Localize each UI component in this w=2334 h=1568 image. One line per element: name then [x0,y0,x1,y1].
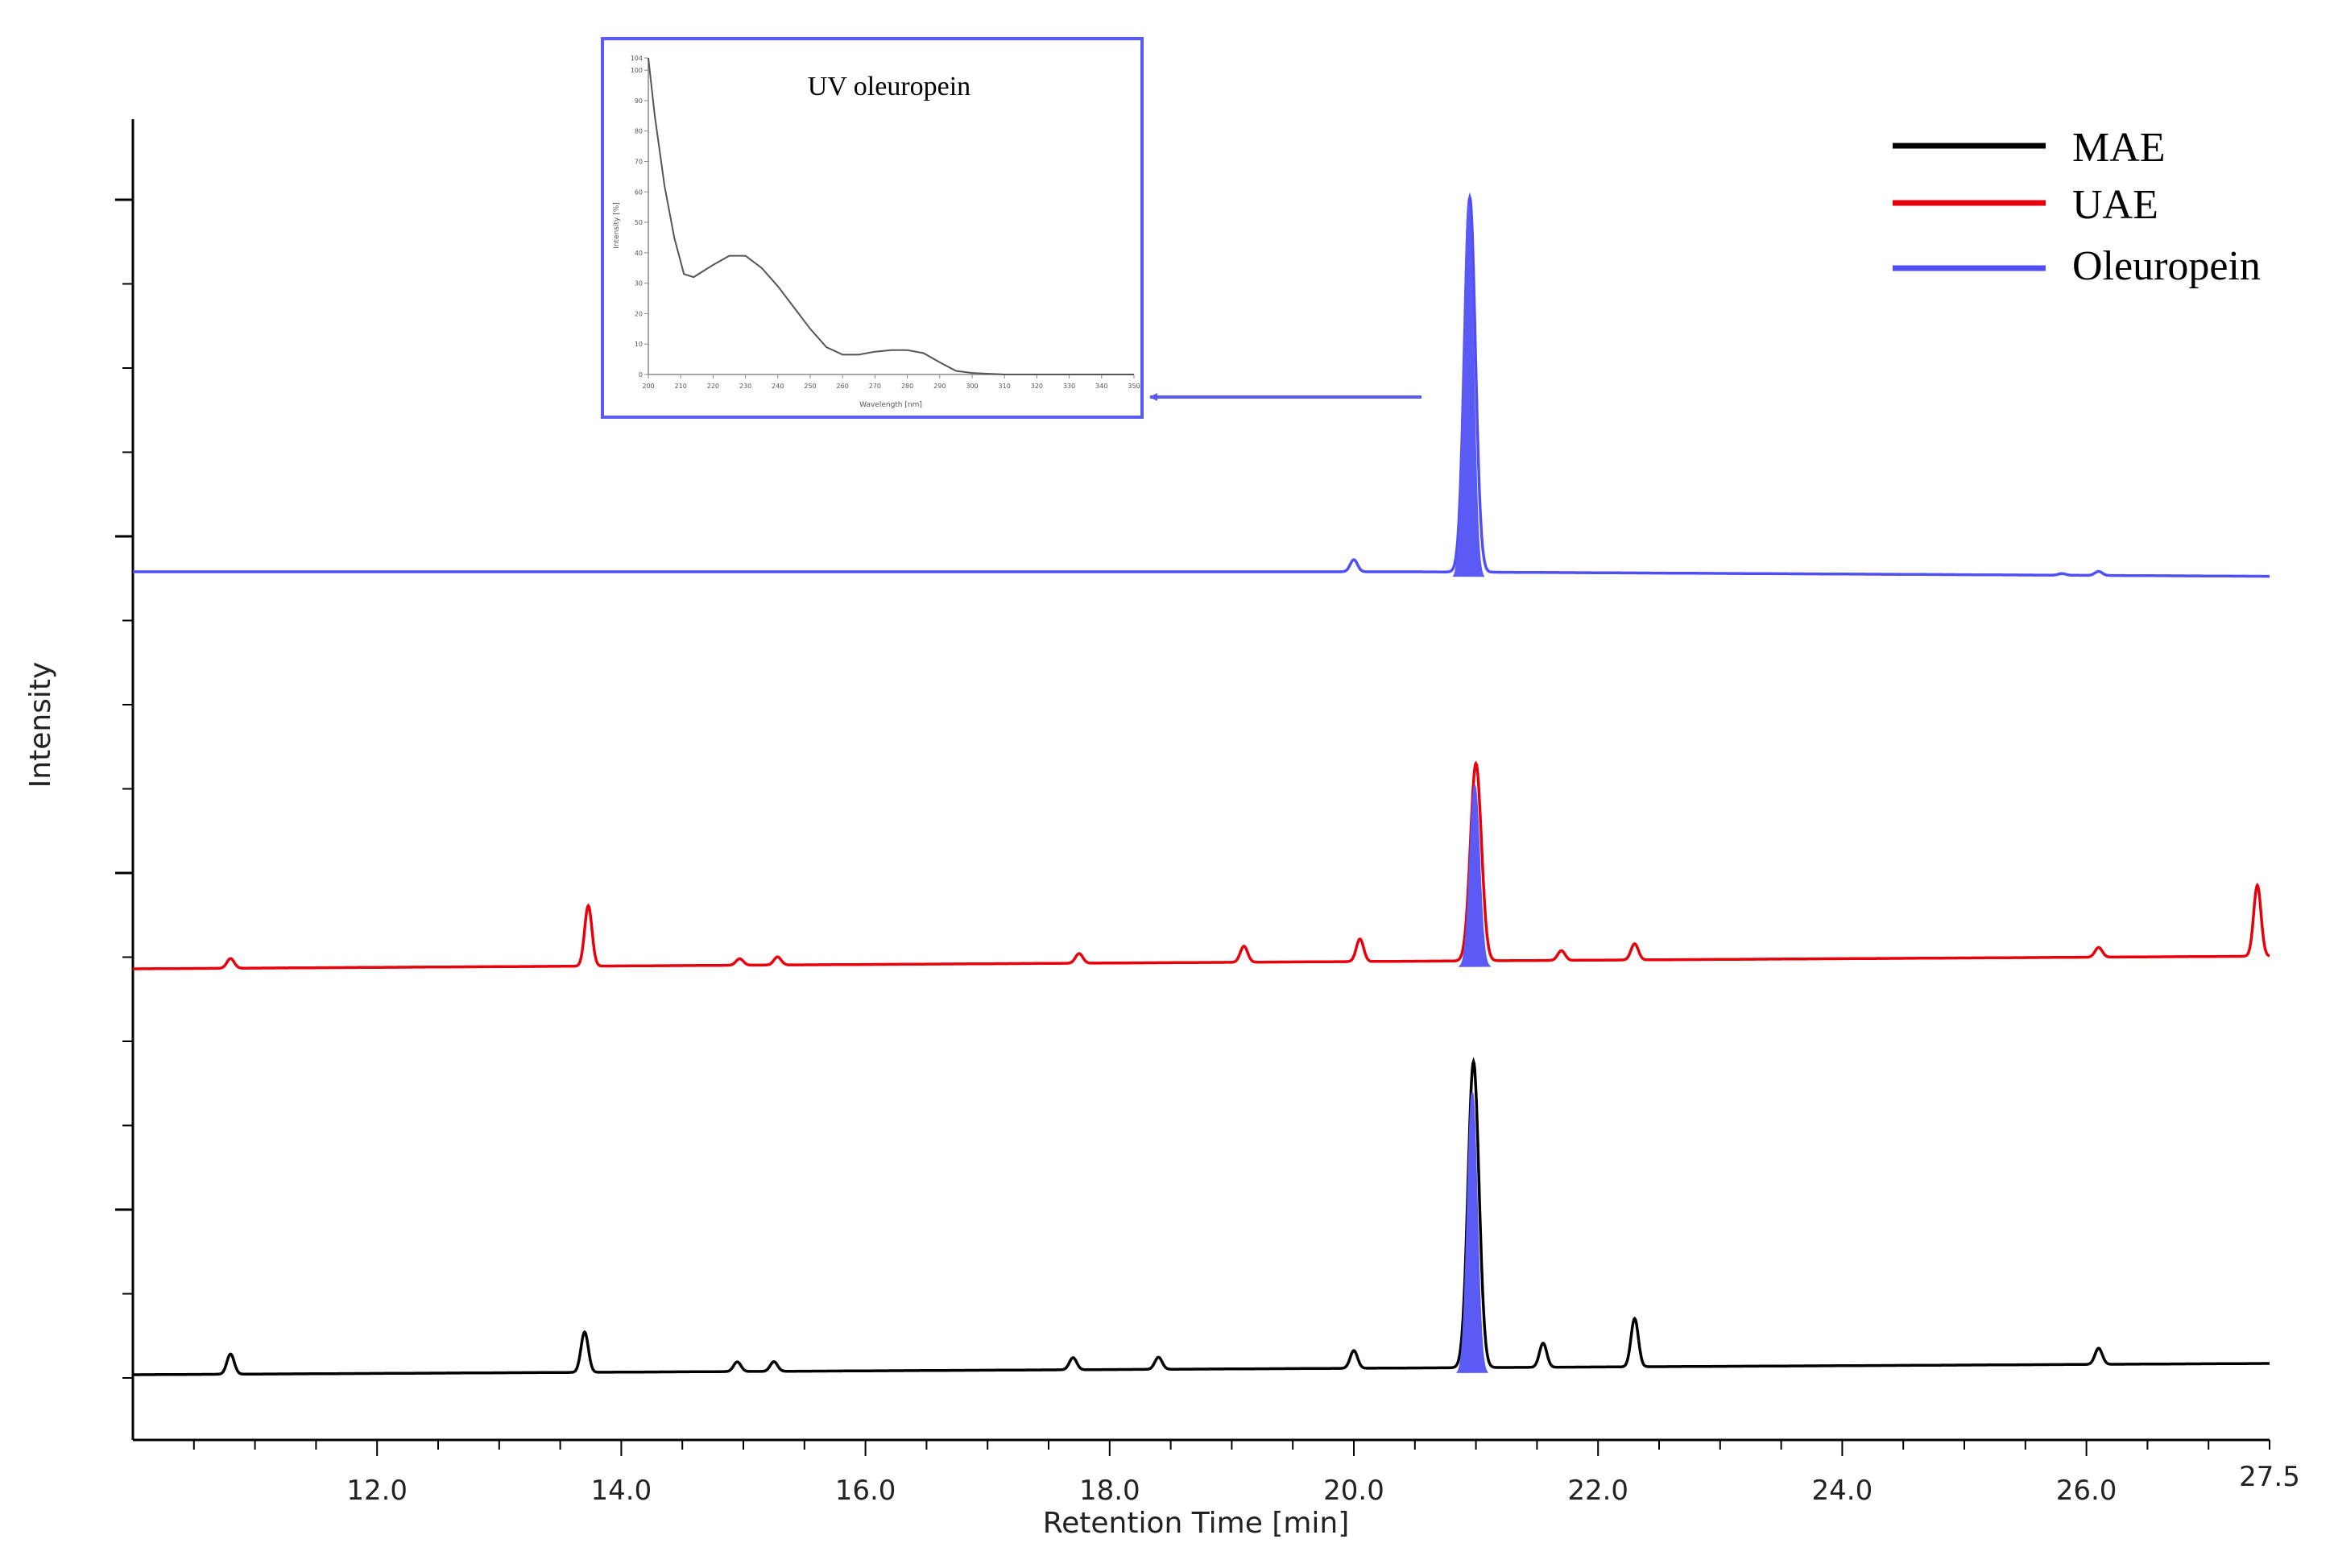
inset-ticks: 200 210 220 230 240 250 260 270 280 290 300 310 320 3… [631,55,1140,390]
x-tick-label: 22.0 [1567,1475,1628,1507]
inset-x-tick-label: 300 [966,383,978,390]
x-tick-label: 14.0 [591,1475,652,1507]
inset-x-tick-label: 290 [933,383,946,390]
trace-uae [133,760,2270,970]
uv-spectrum-inset: UV oleuropein 200 210 220 230 240 250 260 270 28… [601,37,1144,419]
inset-y-tick-label: 20 [635,310,643,317]
inset-x-tick-label: 320 [1031,383,1043,390]
legend-label-uae: UAE [2072,182,2158,228]
inset-x-tick-label: 270 [869,383,881,390]
x-tick-labels: 12.0 14.0 16.0 18.0 20.0 22.0 24.0 26.0 27.5 [346,1461,2300,1507]
legend: MAE UAE Oleuropein [1893,125,2261,289]
y-axis-ticks [115,198,133,1379]
highlighted-peak-oleuropein [1452,204,1485,577]
chromatogram-traces [133,192,2270,1376]
x-tick-label: 27.5 [2239,1461,2300,1493]
inset-title: UV oleuropein [808,72,970,101]
inset-y-tick-label: 30 [635,280,643,288]
x-axis-ticks [192,1440,2270,1456]
inset-x-tick-label: 240 [772,383,784,390]
inset-y-tick-label: 100 [631,67,643,74]
x-tick-label: 16.0 [835,1475,896,1507]
inset-y-tick-label: 60 [635,188,643,196]
inset-x-tick-label: 280 [901,383,913,390]
inset-frame [601,37,1144,419]
inset-x-tick-label: 350 [1128,383,1140,390]
inset-x-tick-label: 230 [739,383,751,390]
inset-y-axis-title: Intensity [%] [613,202,621,249]
x-tick-label: 18.0 [1079,1475,1140,1507]
inset-x-tick-label: 330 [1063,383,1075,390]
inset-y-tick-label: 0 [639,371,643,379]
x-tick-label: 20.0 [1323,1475,1384,1507]
inset-x-tick-label: 310 [999,383,1011,390]
inset-x-tick-label: 200 [642,383,654,390]
inset-y-tick-label: 40 [635,250,643,257]
x-tick-label: 26.0 [2056,1475,2117,1507]
y-axis-title: Intensity [24,662,57,788]
inset-y-tick-label: 10 [635,341,643,348]
legend-label-mae: MAE [2072,125,2166,171]
highlighted-peak-uae [1458,783,1492,967]
inset-spectrum-line [648,57,1134,375]
inset-x-tick-label: 260 [837,383,849,390]
inset-x-axis-title: Wavelength [nm] [859,401,922,409]
inset-y-tick-label: 80 [635,128,643,135]
inset-y-tick-label: 50 [635,219,643,226]
inset-x-tick-label: 210 [675,383,687,390]
inset-y-tick-label: 90 [635,97,643,105]
x-axis-title: Retention Time [min] [1043,1507,1350,1540]
inset-x-tick-label: 340 [1095,383,1107,390]
x-tick-label: 24.0 [1812,1475,1873,1507]
highlighted-peak-mae [1456,1092,1488,1373]
trace-mae [133,1057,2270,1376]
inset-x-tick-label: 220 [707,383,719,390]
trace-oleuropein [133,192,2270,578]
legend-label-oleuropein: Oleuropein [2072,243,2261,289]
inset-x-tick-label: 250 [804,383,816,390]
inset-y-tick-label: 70 [635,158,643,165]
inset-y-tick-label: 104 [631,55,643,62]
x-tick-label: 12.0 [346,1475,408,1507]
